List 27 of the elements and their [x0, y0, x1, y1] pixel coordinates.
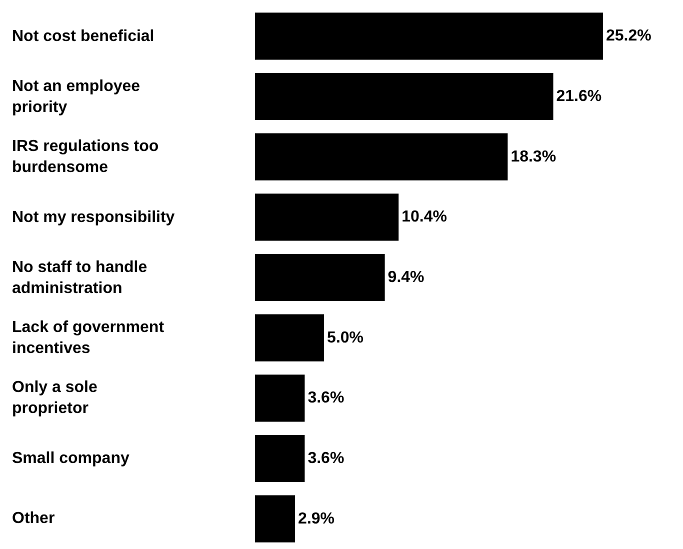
data-label: 5.0%: [327, 329, 364, 346]
y-tick-label: Not my responsibility: [12, 209, 175, 226]
data-label: 3.6%: [308, 390, 344, 407]
bar: [255, 133, 508, 180]
data-label: 2.9%: [298, 510, 335, 528]
y-tick-label: IRS regulations too burdensome: [12, 138, 159, 176]
data-label: 10.4%: [402, 208, 447, 226]
y-tick-label: Only a sole proprietor: [12, 379, 98, 417]
data-label: 3.6%: [308, 450, 344, 467]
bar: [255, 374, 305, 422]
data-label: 18.3%: [510, 148, 556, 166]
data-label: 25.2%: [606, 28, 652, 45]
bar: [255, 434, 305, 482]
bar: [255, 254, 385, 302]
data-label: 21.6%: [556, 88, 602, 105]
bar: [255, 72, 554, 120]
y-tick-label: Not cost beneficial: [12, 28, 154, 45]
y-tick-label: Small company: [12, 450, 130, 467]
bar: [255, 314, 324, 362]
y-tick-label: No staff to handle administration: [12, 259, 148, 297]
data-label: 9.4%: [388, 269, 424, 286]
bar: [255, 194, 399, 241]
y-tick-label: Other: [12, 510, 55, 527]
y-tick-label: Not an employee priority: [12, 78, 140, 116]
bar: [255, 12, 603, 60]
bar: [255, 495, 296, 542]
y-tick-label: Lack of government incentives: [12, 319, 165, 357]
